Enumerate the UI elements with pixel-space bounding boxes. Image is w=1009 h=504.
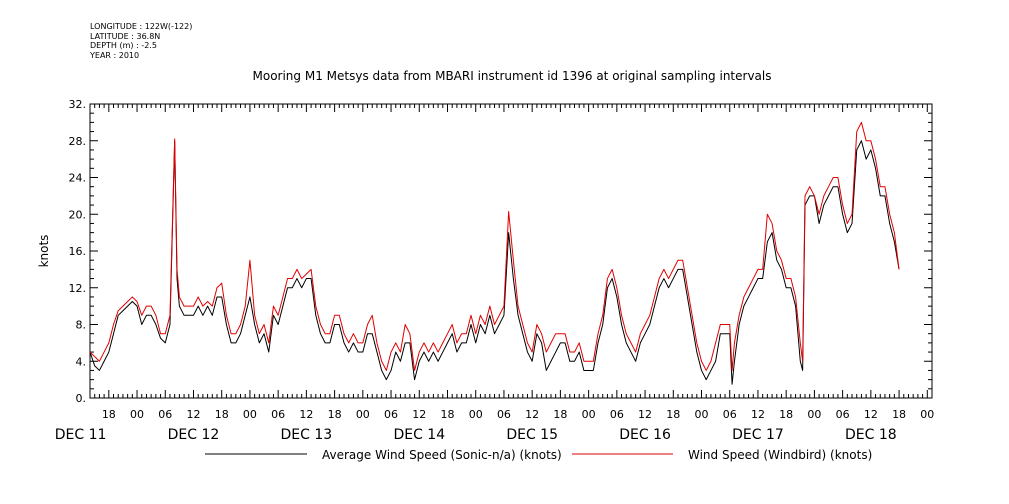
x-hour-label: 06 — [836, 408, 850, 421]
series-line-windbird-wind-speed — [89, 121, 900, 371]
x-hour-label: 00 — [695, 408, 709, 421]
y-tick-label: 24. — [69, 172, 87, 185]
series-group — [89, 121, 900, 385]
x-hour-label: 12 — [525, 408, 539, 421]
x-hour-label: 18 — [102, 408, 116, 421]
x-hour-label: 12 — [864, 408, 878, 421]
longitude-label: LONGITUDE : 122W(-122) — [90, 22, 193, 31]
y-tick-label: 28. — [69, 135, 87, 148]
y-tick-label: 32. — [69, 98, 87, 111]
x-hour-label: 18 — [553, 408, 567, 421]
legend-label-windbird-wind-speed: Wind Speed (Windbird) (knots) — [688, 448, 872, 462]
y-axis-label: knots — [37, 235, 51, 268]
x-axis: 18 00 06 12 18 00 06 12 18 00 06 12 18 00 06 12 18 00 06 12… — [55, 104, 934, 443]
legend-label-average-wind-speed: Average Wind Speed (Sonic-n/a) (knots) — [322, 448, 562, 462]
x-hour-label: 00 — [807, 408, 821, 421]
x-hour-label: 12 — [638, 408, 652, 421]
x-hour-label: 06 — [610, 408, 624, 421]
y-tick-label: 0. — [76, 392, 87, 405]
x-hour-label: 00 — [356, 408, 370, 421]
x-hour-label: 06 — [158, 408, 172, 421]
x-hour-label: 00 — [920, 408, 934, 421]
x-day-label: DEC 15 — [506, 427, 558, 443]
legend: Average Wind Speed (Sonic-n/a) (knots) W… — [205, 448, 872, 462]
depth-label: DEPTH (m) : -2.5 — [90, 41, 157, 50]
y-axis: 0. 4. 8. 12. 16. 20. 24. 28. 32. — [69, 98, 932, 405]
x-hour-label: 00 — [582, 408, 596, 421]
chart-title: Mooring M1 Metsys data from MBARI instru… — [253, 69, 772, 83]
y-tick-label: 16. — [69, 245, 87, 258]
metadata-block: LONGITUDE : 122W(-122) LATITUDE : 36.8N … — [90, 22, 192, 60]
x-hour-label: 12 — [412, 408, 426, 421]
x-day-label: DEC 17 — [732, 427, 784, 443]
y-tick-label: 8. — [76, 319, 87, 332]
x-hour-label: 12 — [299, 408, 313, 421]
x-day-label: DEC 14 — [393, 427, 445, 443]
x-day-label: DEC 18 — [845, 427, 897, 443]
y-tick-label: 4. — [76, 355, 87, 368]
y-tick-label: 12. — [69, 282, 87, 295]
x-hour-label: 12 — [751, 408, 765, 421]
y-tick-label: 20. — [69, 208, 87, 221]
series-line-average-wind-speed — [89, 140, 900, 385]
year-label: YEAR : 2010 — [90, 50, 140, 60]
x-hour-label: 06 — [497, 408, 511, 421]
x-hour-label: 00 — [243, 408, 257, 421]
x-hour-label: 18 — [779, 408, 793, 421]
x-hour-label: 00 — [130, 408, 144, 421]
x-day-label: DEC 13 — [281, 427, 333, 443]
x-hour-label: 18 — [328, 408, 342, 421]
x-hour-label: 06 — [723, 408, 737, 421]
x-hour-label: 18 — [440, 408, 454, 421]
x-hour-label: 06 — [384, 408, 398, 421]
x-day-label: DEC 16 — [619, 427, 671, 443]
x-hour-label: 06 — [271, 408, 285, 421]
x-hour-label: 18 — [892, 408, 906, 421]
x-hour-label: 12 — [186, 408, 200, 421]
x-day-label: DEC 12 — [168, 427, 220, 443]
x-hour-label: 00 — [469, 408, 483, 421]
latitude-label: LATITUDE : 36.8N — [90, 31, 161, 41]
x-day-label: DEC 11 — [55, 427, 107, 443]
x-hour-label: 18 — [666, 408, 680, 421]
x-hour-label: 18 — [215, 408, 229, 421]
